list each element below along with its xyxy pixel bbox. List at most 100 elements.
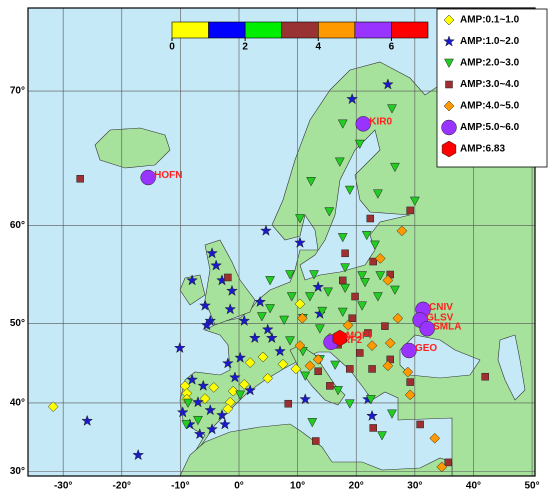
station-marker <box>224 273 232 282</box>
y-tick-label: 30° <box>10 466 25 477</box>
station-marker <box>210 259 223 271</box>
station-marker <box>373 292 383 302</box>
station-marker <box>254 295 267 308</box>
colorbar-segment <box>281 21 319 39</box>
station-marker <box>342 319 354 331</box>
station-marker <box>286 292 297 302</box>
station-marker <box>197 379 210 391</box>
station-marker <box>402 366 414 378</box>
station-marker <box>47 401 59 412</box>
station-marker <box>132 448 145 461</box>
station-marker <box>390 285 400 295</box>
station-marker <box>375 271 386 281</box>
colorbar-tick-label: 6 <box>389 42 395 53</box>
station-marker <box>306 177 317 187</box>
station-marker <box>173 341 186 354</box>
station-label: SMLA <box>433 321 461 332</box>
ireland <box>179 274 206 306</box>
station-marker <box>176 406 189 418</box>
station-marker <box>390 162 400 173</box>
map-frame <box>27 7 536 477</box>
station-marker <box>234 351 247 363</box>
legend-marker <box>445 80 453 89</box>
station-marker <box>369 424 377 432</box>
station-marker <box>429 432 441 444</box>
station-marker <box>256 312 267 322</box>
legend: AMP:0.1~1.0 AMP:1.0~2.0 AMP:2.0~3.0 AMP:3.0… <box>436 8 548 168</box>
station-marker <box>294 236 306 248</box>
y-tick-label: 50° <box>10 318 25 329</box>
station-marker <box>309 270 319 280</box>
legend-label: AMP:6.83 <box>460 144 505 155</box>
station-marker <box>257 351 269 363</box>
station-marker <box>366 214 375 223</box>
station-marker <box>341 249 349 258</box>
station-marker <box>406 206 414 215</box>
x-tick-label: 10° <box>290 481 305 492</box>
station-label: TRF2 <box>337 335 362 346</box>
station-marker <box>294 298 306 310</box>
x-tick-label: -20° <box>113 481 131 492</box>
station-label: CNIV <box>429 302 453 313</box>
station-marker <box>279 315 290 326</box>
station-marker <box>387 409 397 419</box>
station-marker <box>200 318 213 331</box>
station-marker <box>186 274 199 286</box>
station-marker <box>248 331 261 344</box>
colorbar-segment <box>171 21 209 39</box>
station-marker <box>401 342 417 359</box>
legend-marker <box>441 119 457 136</box>
station-marker <box>346 92 359 105</box>
legend-marker <box>443 100 455 112</box>
station-marker <box>300 371 311 381</box>
station-marker <box>314 324 325 334</box>
station-marker <box>396 225 408 237</box>
y-tick-label: 60° <box>10 220 25 231</box>
station-marker <box>382 275 394 286</box>
station-marker <box>312 354 324 365</box>
station-marker <box>346 365 354 373</box>
station-marker <box>444 458 453 467</box>
station-marker <box>387 104 397 114</box>
station-marker <box>285 270 295 280</box>
colorbar-segment <box>244 21 283 39</box>
station-marker <box>224 303 237 315</box>
station-marker <box>404 389 416 401</box>
station-marker <box>181 420 192 430</box>
station-marker <box>226 284 238 296</box>
station-marker <box>370 240 380 250</box>
station-marker <box>357 301 368 311</box>
legend-marker <box>443 14 455 26</box>
station-marker <box>244 357 256 368</box>
legend-label: AMP:4.0~5.0 <box>460 101 520 112</box>
legend-marker <box>444 58 454 69</box>
station-marker <box>305 292 315 302</box>
x-tick-label: 0° <box>234 481 244 492</box>
station-marker <box>221 357 234 369</box>
station-marker <box>261 323 274 335</box>
station-marker <box>199 299 211 311</box>
station-marker <box>334 157 345 167</box>
station-marker <box>244 384 257 396</box>
station-marker <box>265 276 275 286</box>
legend-marker <box>441 140 457 158</box>
x-tick-label: 50° <box>525 481 540 492</box>
station-marker <box>355 116 372 132</box>
station-marker <box>304 360 316 372</box>
colorbar-segment <box>391 21 429 39</box>
station-marker <box>206 247 218 259</box>
station-marker <box>183 398 193 409</box>
station-marker <box>481 372 489 381</box>
station-marker <box>186 373 199 385</box>
x-tick-label: -30° <box>54 481 72 492</box>
station-marker <box>330 360 341 371</box>
station-marker <box>81 414 94 426</box>
station-marker <box>409 196 420 207</box>
station-marker <box>312 280 325 293</box>
iceland <box>94 127 171 169</box>
colorbar-tick-label: 2 <box>242 42 248 53</box>
station-marker <box>299 393 312 405</box>
station-label: GLSV <box>426 313 454 324</box>
colorbar-segment <box>317 21 356 39</box>
